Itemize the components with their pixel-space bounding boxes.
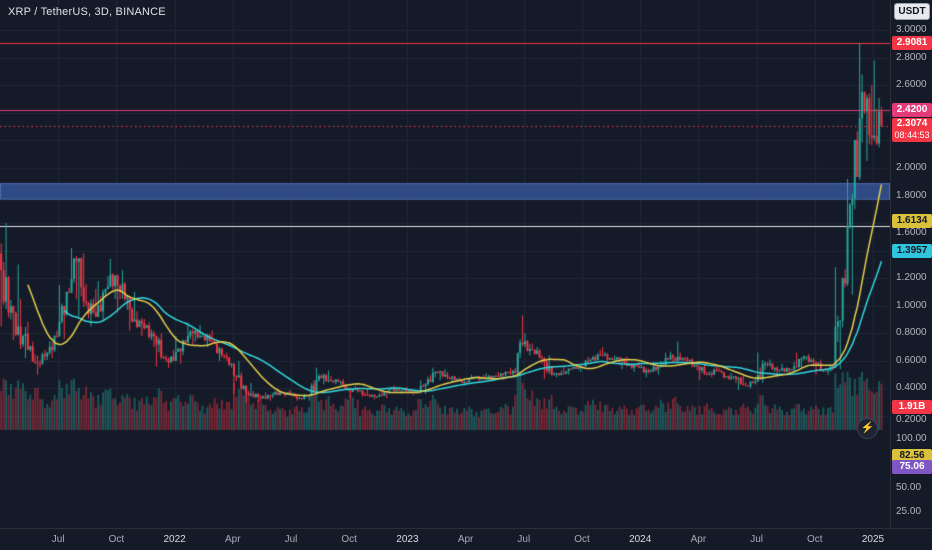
- price-axis-label: 1.0000: [896, 299, 927, 311]
- price-axis-label: 0.8000: [896, 327, 927, 339]
- price-axis-label: 2.6000: [896, 79, 927, 91]
- price-badge-volume: 1.91B: [892, 400, 932, 415]
- time-axis-label: Apr: [225, 534, 241, 545]
- time-axis-label: Oct: [341, 534, 357, 545]
- time-axis-label: Oct: [807, 534, 823, 545]
- price-badge-alert-price: 2.4200: [892, 103, 932, 118]
- indicator-axis-label: 100.00: [896, 432, 927, 444]
- price-axis-label: 0.6000: [896, 354, 927, 366]
- indicator-axis-label: 50.00: [896, 481, 922, 493]
- time-axis-label: Jul: [284, 534, 298, 545]
- price-axis-label: 0.4000: [896, 382, 927, 394]
- currency-toggle-button[interactable]: USDT: [894, 3, 930, 20]
- time-axis-label: 2023: [396, 534, 419, 545]
- price-badge-ma-slow: 1.3957: [892, 244, 932, 259]
- price-axis-label: 3.0000: [896, 24, 927, 36]
- time-axis-label: Apr: [457, 534, 474, 545]
- time-axis-label: Apr: [690, 534, 707, 545]
- indicator-pane[interactable]: [0, 433, 890, 528]
- price-axis-label: 2.0000: [896, 161, 927, 173]
- time-axis-label: Jul: [750, 534, 763, 545]
- instant-trading-button[interactable]: ⚡: [857, 418, 878, 439]
- time-axis-label: Jul: [51, 534, 65, 545]
- price-axis-label: 0.2000: [896, 414, 927, 425]
- time-axis-label: Oct: [108, 534, 125, 545]
- price-axis[interactable]: USDT 3.0000 2.8000 2.6000 2.0000 1.8000 1.600…: [890, 0, 932, 528]
- price-badge-ma-fast: 1.6134: [892, 214, 932, 229]
- lightning-icon: ⚡: [860, 422, 875, 434]
- time-axis-label: 2022: [163, 534, 186, 545]
- price-chart-canvas[interactable]: [0, 0, 890, 433]
- price-axis-label: 1.2000: [896, 272, 927, 284]
- price-pane[interactable]: XRP / TetherUS, 3D, BINANCE: [0, 0, 890, 433]
- price-axis-label: 1.8000: [896, 189, 927, 201]
- time-axis-label: 2025: [861, 534, 885, 545]
- symbol-legend[interactable]: XRP / TetherUS, 3D, BINANCE: [8, 6, 166, 18]
- price-axis-label: 2.8000: [896, 51, 927, 63]
- indicator-axis-label: 25.00: [896, 506, 922, 518]
- countdown-timer: 08:44:53: [894, 129, 930, 140]
- time-axis-label: Oct: [574, 534, 590, 545]
- indicator-badge-osc-purple: 75.06: [892, 460, 932, 475]
- price-badge-last-price: 2.3074 08:44:53: [892, 117, 932, 142]
- time-axis-label: Jul: [517, 534, 531, 545]
- time-axis[interactable]: Jul Oct 2022 Apr Jul Oct 2023 Apr Jul Oct 2024 Apr J…: [0, 528, 932, 550]
- price-axis-label: 1.6000: [896, 227, 927, 239]
- time-axis-label: 2024: [629, 534, 652, 545]
- indicator-badge-osc-yellow: 82.56: [892, 448, 932, 463]
- price-badge-ath-price: 2.9081: [892, 35, 932, 50]
